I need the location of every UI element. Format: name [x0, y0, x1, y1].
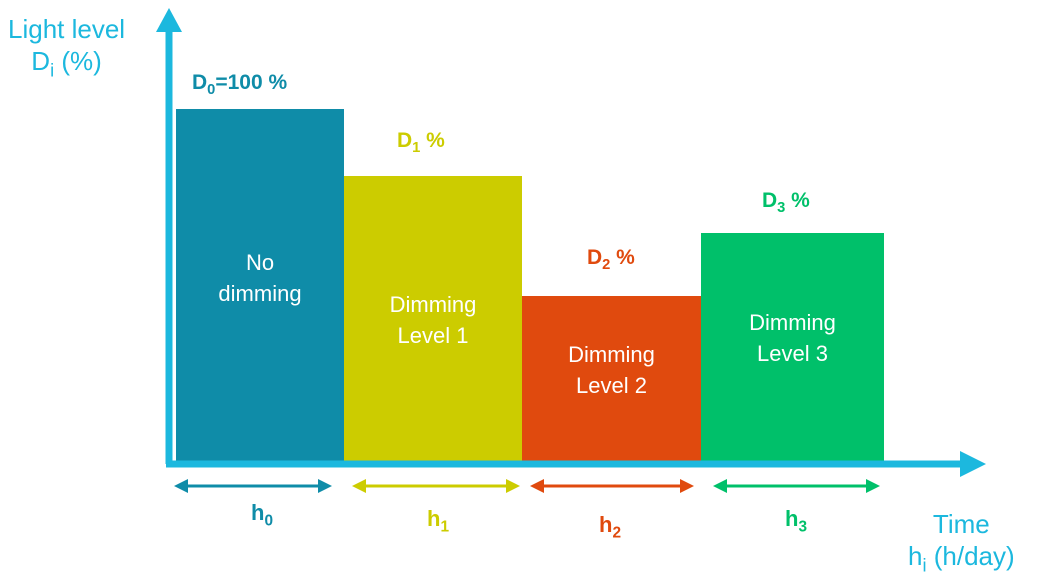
h-label-dimming-level-1: h1 [426, 506, 449, 536]
bar-dimming-level-1 [344, 176, 522, 462]
top-label-no-dimming: D0=100 % [192, 71, 288, 99]
h-label-no-dimming: h0 [250, 500, 273, 530]
bar-label-dimming-level-1: Dimming Level 1 [389, 292, 477, 348]
top-label-dimming-level-2: D2 % [587, 246, 635, 274]
top-label-dimming-level-1: D1 % [397, 129, 445, 157]
y-axis-title: Light level Di (%) [8, 13, 126, 81]
y-axis [156, 8, 182, 464]
duration-arrow-dimming-level-1 [352, 479, 520, 493]
h-label-dimming-level-2: h2 [598, 512, 621, 542]
x-axis [166, 451, 986, 477]
bar-label-dimming-level-3: Dimming Level 3 [749, 310, 836, 366]
bar-label-dimming-level-2: Dimming Level 2 [568, 342, 655, 398]
bar-label-no-dimming: No dimming [218, 250, 302, 306]
h-label-dimming-level-3: h3 [784, 506, 807, 536]
y-axis-title-line1: Light level [8, 14, 126, 44]
y-axis-title-line2: Di (%) [31, 46, 102, 81]
top-label-dimming-level-3: D3 % [762, 189, 810, 217]
bar-no-dimming [176, 109, 344, 462]
duration-arrow-dimming-level-2 [530, 479, 694, 493]
duration-arrow-no-dimming [174, 479, 332, 493]
x-axis-title: Time hi (h/day) [908, 508, 1015, 576]
bar-dimming-level-3 [701, 233, 884, 462]
bar-dimming-level-2 [522, 296, 701, 462]
x-axis-title-line2: hi (h/day) [908, 541, 1015, 576]
duration-arrow-dimming-level-3 [713, 479, 880, 493]
x-axis-title-line1: Time [932, 509, 990, 539]
